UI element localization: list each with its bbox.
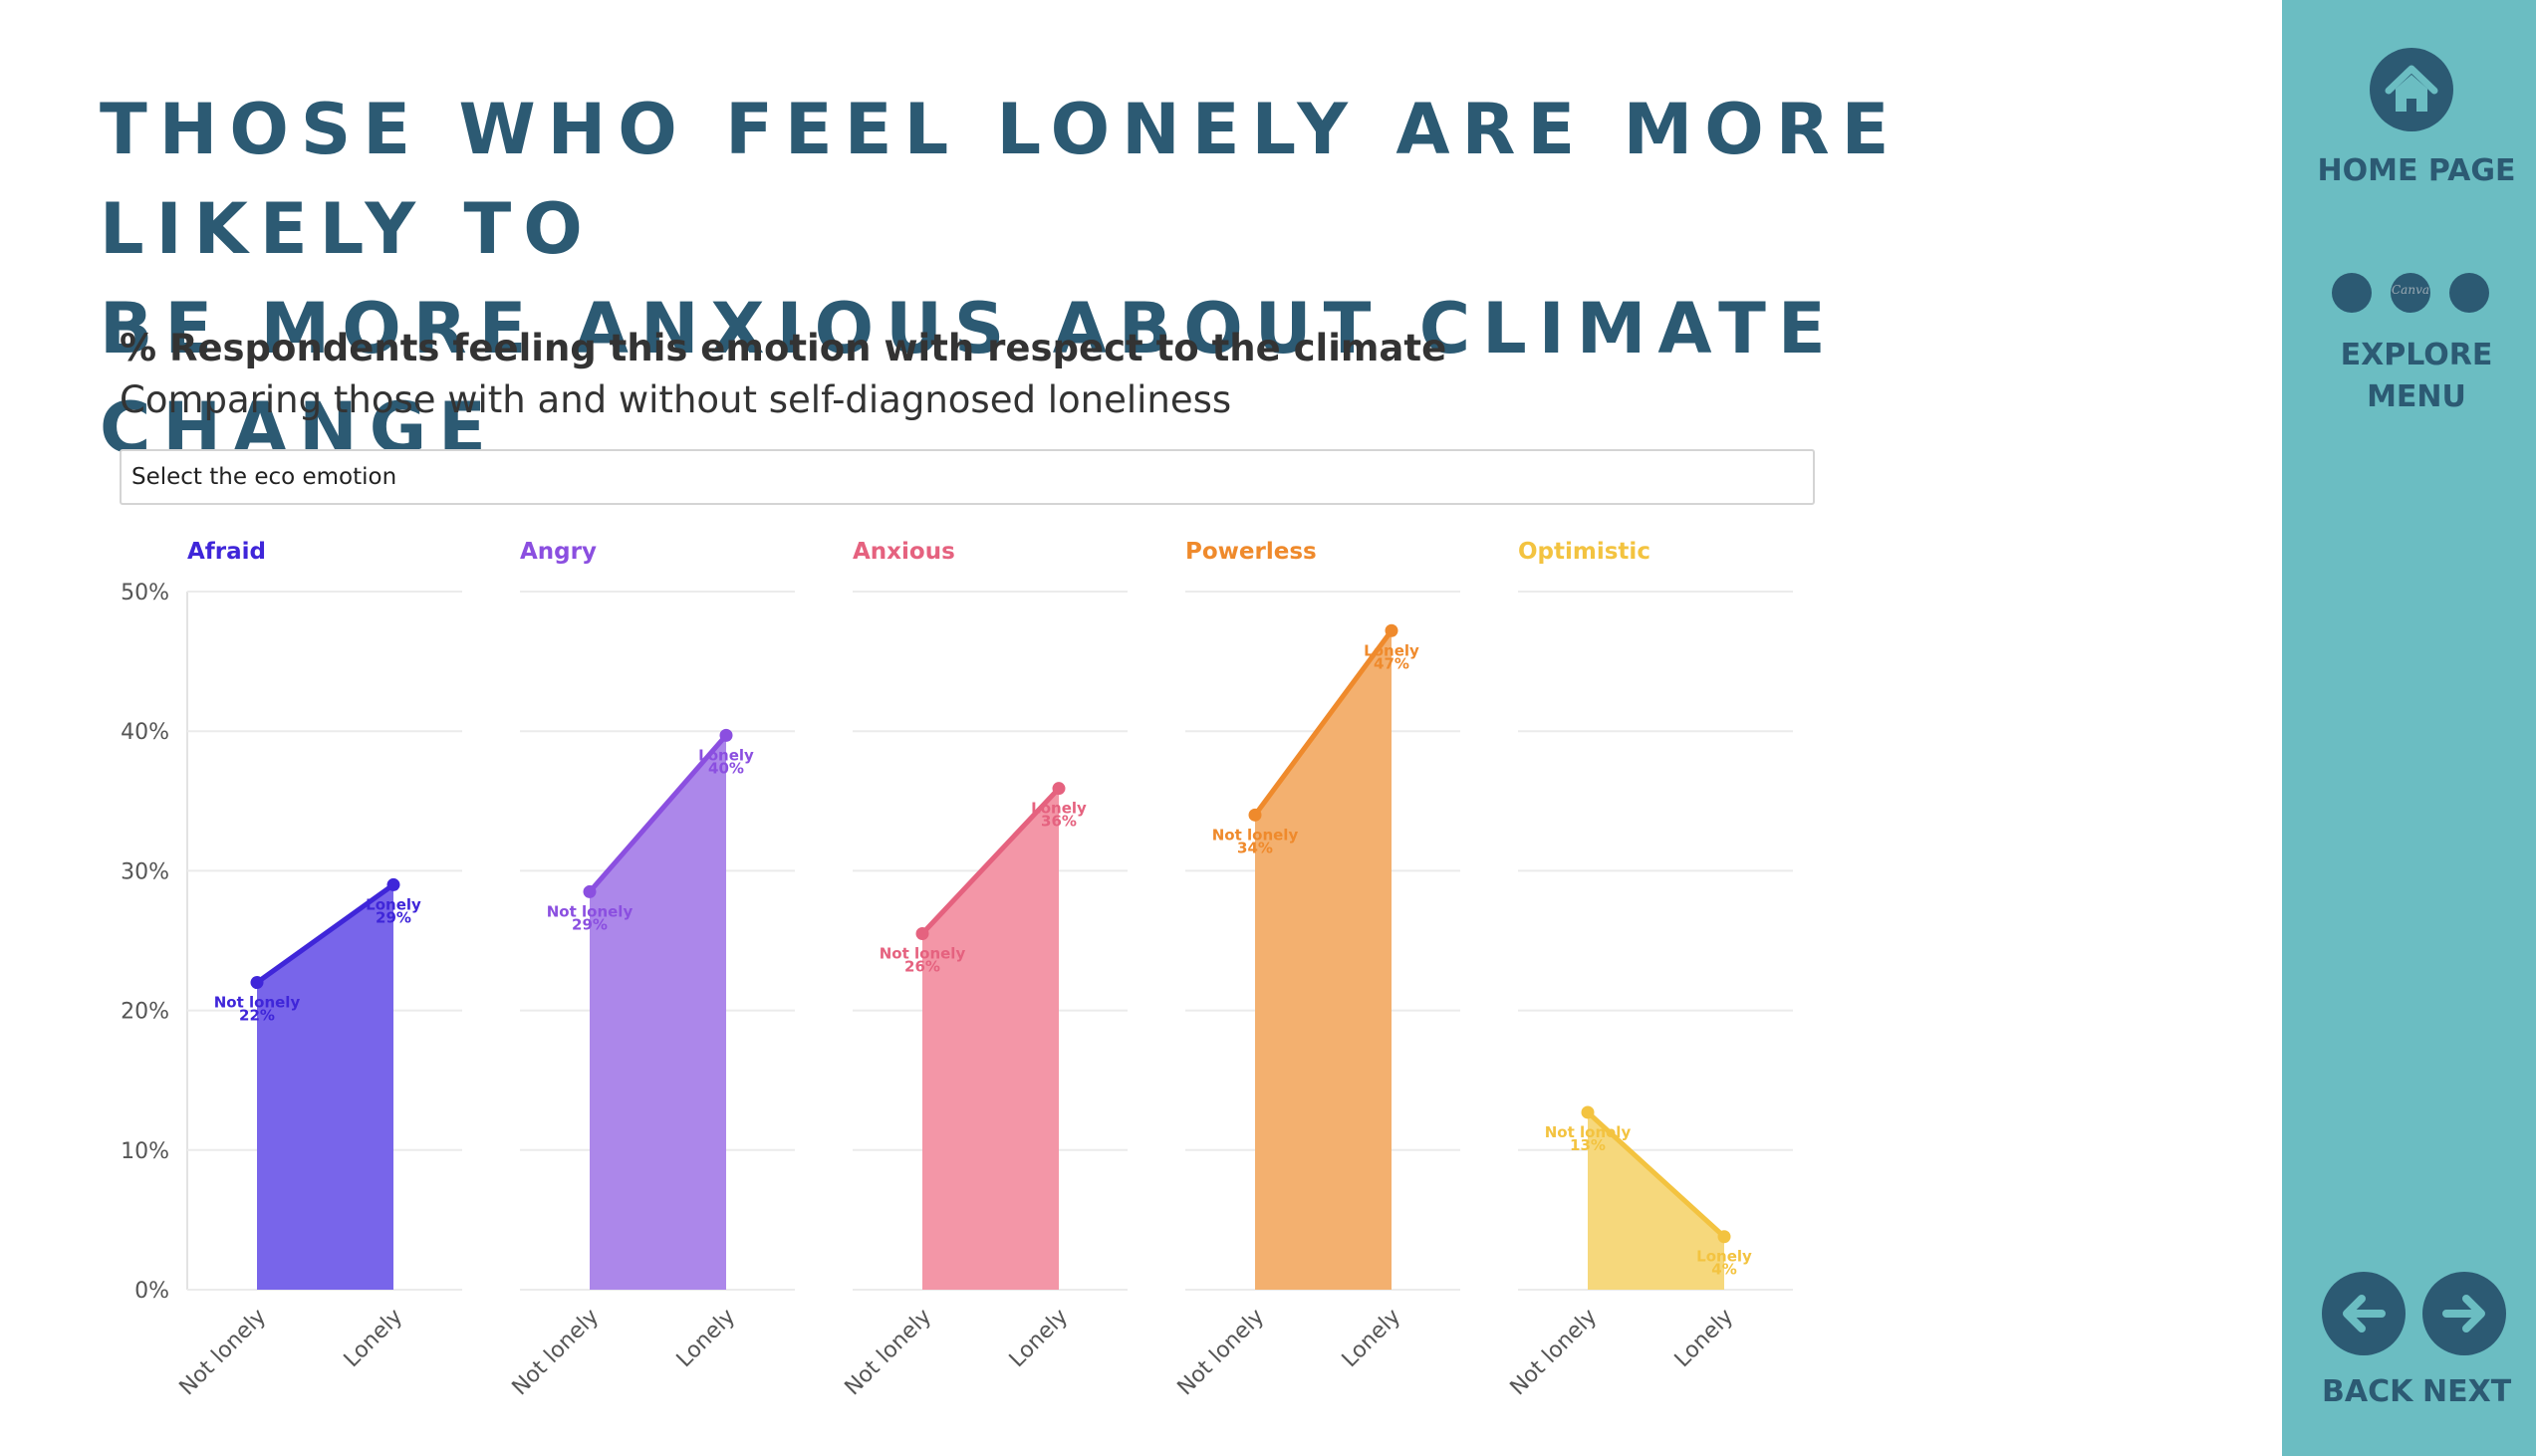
x-tick-label: Not lonely <box>508 1305 605 1401</box>
x-tick-label: Lonely <box>1670 1305 1739 1373</box>
data-label-value: 29% <box>376 908 411 926</box>
point-afraid-lonely <box>386 877 400 891</box>
back-label[interactable]: BACK <box>2322 1374 2413 1409</box>
menu-dot-2[interactable]: Canva <box>2391 273 2430 313</box>
arrow-right-icon <box>2442 1295 2485 1333</box>
data-label-category: Lonely <box>1364 641 1419 659</box>
point-anxious-lonely <box>1052 782 1066 796</box>
next-label[interactable]: NEXT <box>2422 1374 2512 1409</box>
home-button[interactable] <box>2370 48 2453 131</box>
x-tick-label: Not lonely <box>1173 1305 1270 1401</box>
data-label-category: Lonely <box>1031 800 1087 818</box>
data-label-value: 4% <box>1711 1261 1736 1279</box>
point-powerless-lonely <box>1385 623 1398 637</box>
data-label-value: 34% <box>1237 839 1273 856</box>
data-label-value: 40% <box>708 759 744 777</box>
arrow-left-icon <box>2343 1295 2386 1333</box>
line-powerless <box>1252 627 1395 818</box>
data-label-category: Not lonely <box>547 902 634 920</box>
panel-title-powerless: Powerless <box>1185 539 1317 565</box>
data-label-category: Lonely <box>1696 1248 1752 1266</box>
home-icon <box>2385 65 2438 112</box>
sidebar: HOME PAGE Canva EXPLORE MENU BACK NEXT <box>2282 0 2536 1456</box>
data-label-value: 13% <box>1570 1136 1606 1154</box>
panel-title-afraid: Afraid <box>187 539 266 565</box>
next-button[interactable] <box>2422 1272 2506 1355</box>
back-button[interactable] <box>2322 1272 2406 1355</box>
y-tick-label: 30% <box>121 859 169 884</box>
x-tick-label: Lonely <box>672 1305 741 1373</box>
data-label-value: 47% <box>1374 654 1409 672</box>
panel-title-anxious: Anxious <box>853 539 955 565</box>
explore-menu-label[interactable]: EXPLORE MENU <box>2282 335 2536 418</box>
line-optimistic <box>1585 1109 1727 1240</box>
data-label-value: 22% <box>239 1007 275 1025</box>
data-label-category: Lonely <box>366 895 421 913</box>
area-afraid <box>257 884 393 1290</box>
chart-title: % Respondents feeling this emotion with … <box>120 327 1447 369</box>
y-tick-label: 40% <box>121 720 169 745</box>
line-afraid <box>254 881 396 986</box>
menu-dot-1[interactable] <box>2332 273 2372 313</box>
page-title: THOSE WHO FEEL LONELY ARE MORE LIKELY TO… <box>100 80 2251 478</box>
line-angry <box>587 732 729 894</box>
panel-title-optimistic: Optimistic <box>1518 539 1650 565</box>
area-powerless <box>1255 630 1392 1290</box>
data-label-category: Not lonely <box>880 944 966 962</box>
data-label-value: 29% <box>572 915 608 933</box>
x-tick-label: Not lonely <box>841 1305 937 1401</box>
x-tick-label: Lonely <box>1005 1305 1074 1373</box>
x-tick-label: Lonely <box>340 1305 408 1373</box>
y-tick-label: 50% <box>121 581 169 606</box>
page-title-line-2: BE MORE ANXIOUS ABOUT CLIMATE CHANGE <box>100 288 1838 469</box>
panel-title-angry: Angry <box>520 539 597 565</box>
point-afraid-not-lonely <box>250 976 264 990</box>
point-optimistic-lonely <box>1717 1230 1731 1244</box>
data-label-category: Lonely <box>698 746 754 764</box>
page-title-line-1: THOSE WHO FEEL LONELY ARE MORE LIKELY TO <box>100 89 1902 270</box>
point-angry-not-lonely <box>583 884 597 898</box>
chart-subtitle: Comparing those with and without self-di… <box>120 378 1232 421</box>
area-angry <box>590 735 726 1290</box>
menu-dot-3[interactable] <box>2449 273 2489 313</box>
home-page-label[interactable]: HOME PAGE <box>2317 153 2516 188</box>
x-tick-label: Lonely <box>1338 1305 1406 1373</box>
canva-logo-text: Canva <box>2392 283 2429 297</box>
point-angry-lonely <box>719 728 733 742</box>
data-label-value: 36% <box>1041 813 1077 831</box>
data-label-category: Not lonely <box>1545 1123 1632 1141</box>
y-tick-label: 0% <box>134 1279 169 1304</box>
data-label-category: Not lonely <box>1212 826 1299 844</box>
eco-emotion-select[interactable]: Select the eco emotion <box>120 449 1815 505</box>
explore-label-line-1: EXPLORE <box>2340 338 2493 372</box>
x-tick-label: Not lonely <box>175 1305 272 1401</box>
point-powerless-not-lonely <box>1248 808 1262 822</box>
area-optimistic <box>1588 1111 1724 1290</box>
explore-label-line-2: MENU <box>2367 379 2466 414</box>
point-optimistic-not-lonely <box>1581 1105 1595 1119</box>
point-anxious-not-lonely <box>915 926 929 940</box>
data-label-category: Not lonely <box>214 994 301 1012</box>
y-tick-label: 10% <box>121 1139 169 1164</box>
line-anxious <box>919 786 1062 936</box>
area-anxious <box>922 788 1059 1290</box>
data-label-value: 26% <box>904 957 940 975</box>
x-tick-label: Not lonely <box>1506 1305 1603 1401</box>
y-tick-label: 20% <box>121 1000 169 1025</box>
